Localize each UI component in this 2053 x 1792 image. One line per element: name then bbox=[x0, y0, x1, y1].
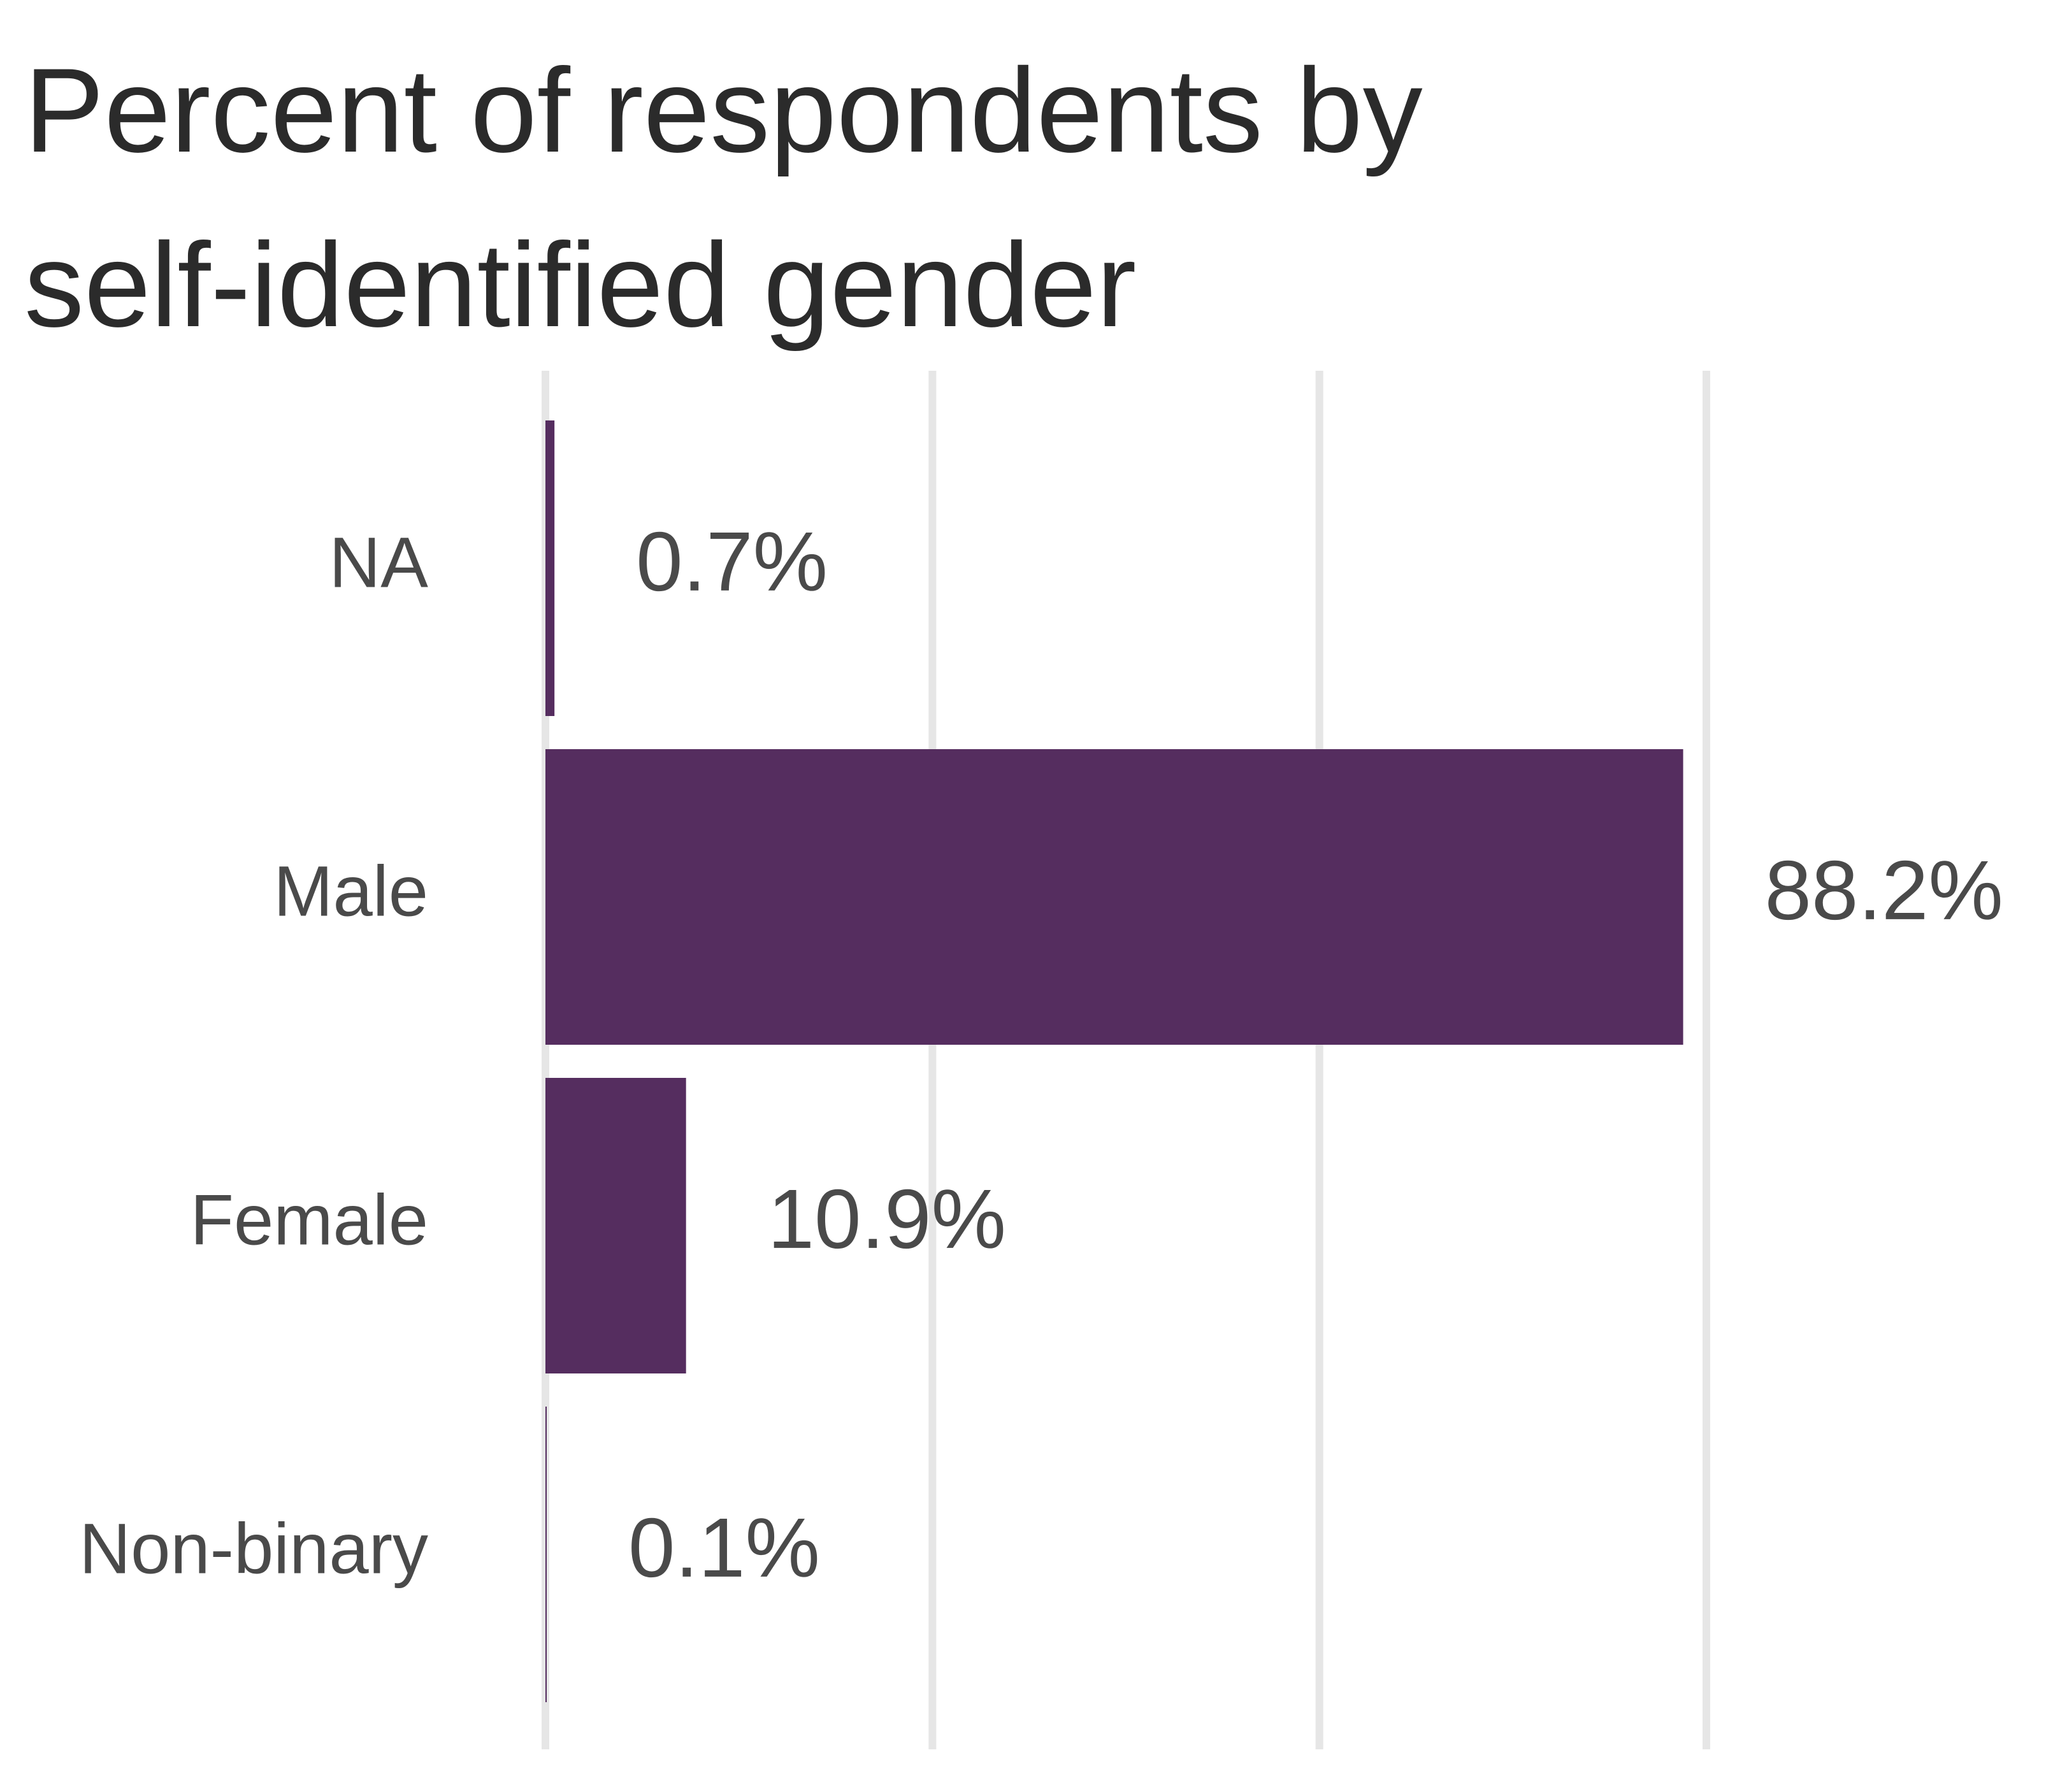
chart-title-line-2: self-identified gender bbox=[24, 218, 1136, 352]
value-label-non-binary: 0.1% bbox=[628, 1501, 820, 1595]
category-label-na: NA bbox=[329, 523, 428, 603]
bars bbox=[545, 420, 1683, 1702]
chart-title-line-1: Percent of respondents by bbox=[24, 43, 1423, 177]
bar-na bbox=[545, 420, 555, 716]
category-label-male: Male bbox=[273, 852, 428, 931]
bar-female bbox=[545, 1078, 686, 1373]
bar-non-binary bbox=[545, 1407, 547, 1702]
category-label-female: Female bbox=[191, 1180, 428, 1260]
labels: NA 0.7% Male 88.2% Female 10.9% Non-binary 0.1% bbox=[79, 515, 2003, 1595]
value-label-male: 88.2% bbox=[1765, 843, 2003, 937]
value-label-na: 0.7% bbox=[636, 515, 828, 608]
category-label-non-binary: Non-binary bbox=[79, 1509, 428, 1589]
bar-male bbox=[545, 749, 1683, 1045]
value-label-female: 10.9% bbox=[768, 1172, 1006, 1266]
